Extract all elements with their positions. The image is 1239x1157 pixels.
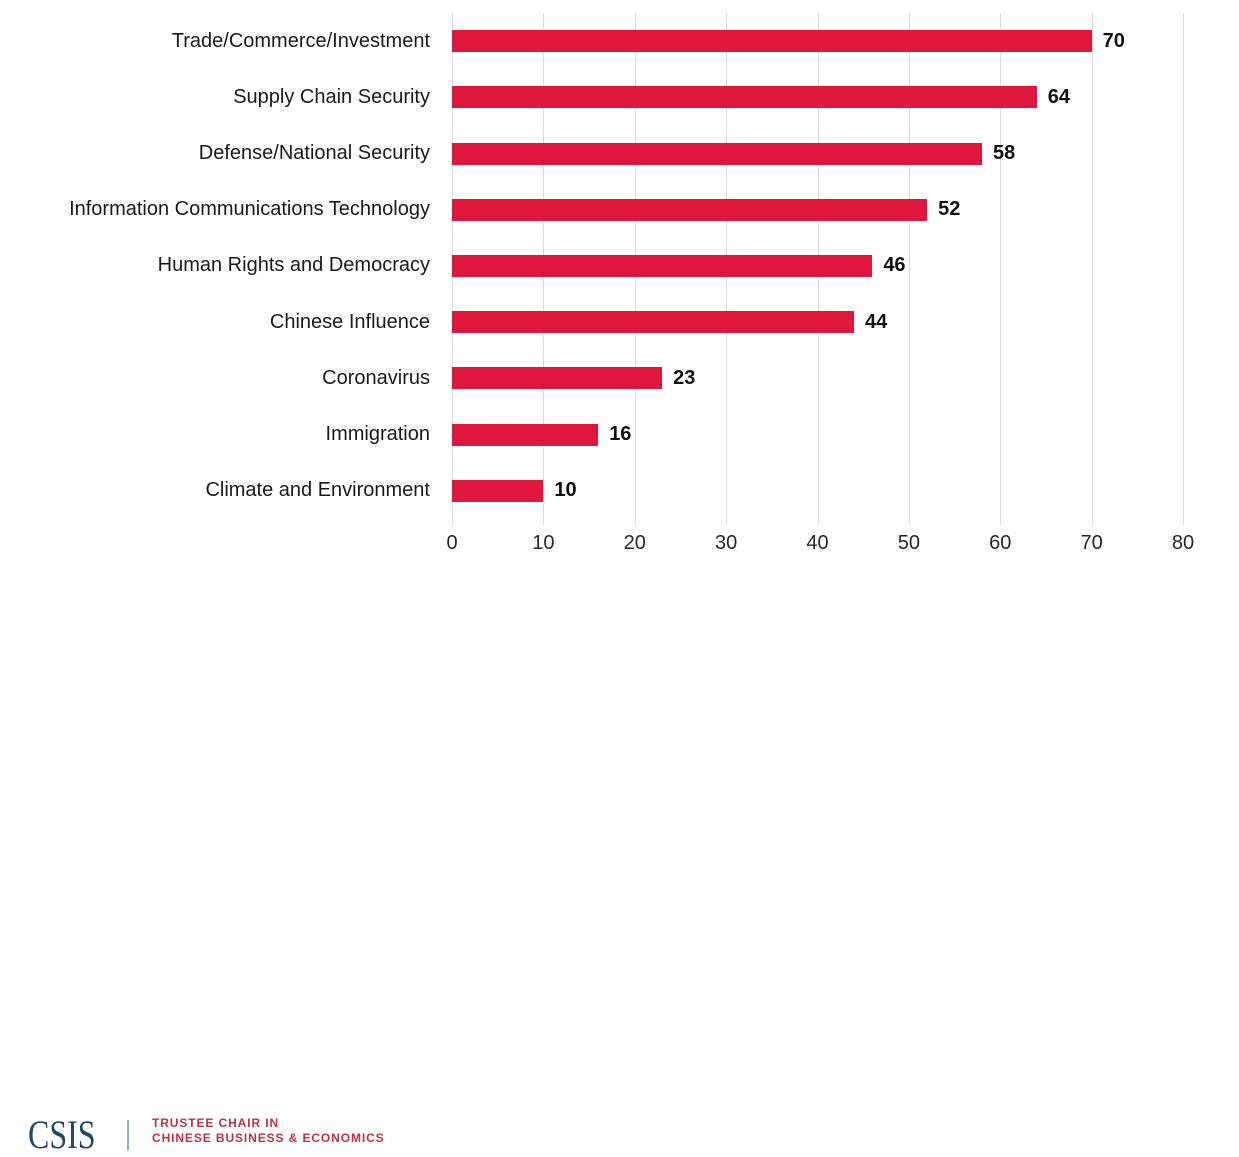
plot-area: 70 64 58 52 46 44 23 16 10: [452, 13, 1184, 525]
csis-logo: CSIS: [28, 1112, 96, 1157]
bar-row: 44: [452, 294, 1183, 350]
bar-value-label: 44: [865, 310, 888, 333]
category-label: Trade/Commerce/Investment: [171, 29, 430, 52]
bar-value-label: 46: [883, 254, 906, 277]
chart-canvas: Trade/Commerce/Investment Supply Chain Se…: [0, 13, 1195, 1155]
gridline: [1183, 13, 1184, 525]
category-label: Human Rights and Democracy: [157, 254, 430, 277]
category-label: Coronavirus: [322, 366, 430, 389]
footer-branding: CSIS TRUSTEE CHAIR IN CHINESE BUSINESS &…: [0, 553, 500, 1155]
bar-row: 10: [452, 463, 1183, 519]
bar: [452, 142, 982, 165]
gridline: [1000, 13, 1002, 525]
bar: [452, 423, 599, 446]
category-label: Immigration: [325, 423, 430, 446]
bar-row: 23: [452, 350, 1183, 406]
gridline: [908, 13, 910, 525]
category-label: Defense/National Security: [198, 142, 430, 165]
gridline: [1091, 13, 1093, 525]
category-axis: Trade/Commerce/Investment Supply Chain Se…: [0, 13, 440, 519]
x-tick-label: 80: [1171, 532, 1195, 554]
x-tick-label: 50: [897, 532, 920, 554]
program-title-line1: TRUSTEE CHAIR IN: [152, 1116, 280, 1130]
bar: [452, 254, 873, 277]
bar-rows: 70 64 58 52 46 44 23 16 10: [452, 13, 1183, 519]
category-label: Climate and Environment: [205, 479, 430, 502]
x-tick-label: 40: [806, 532, 829, 554]
bar-row: 70: [452, 13, 1183, 69]
x-tick-label: 70: [1080, 532, 1103, 554]
bar-row: 16: [452, 407, 1183, 463]
x-tick-label: 10: [532, 532, 555, 554]
bar-value-label: 23: [673, 366, 696, 389]
category-label: Supply Chain Security: [233, 85, 430, 108]
bar: [452, 311, 855, 334]
program-title-line2: CHINESE BUSINESS & ECONOMICS: [152, 1131, 385, 1145]
bar-value-label: 70: [1102, 29, 1125, 52]
footer-divider: [127, 1120, 129, 1150]
x-tick-label: 30: [715, 532, 738, 554]
program-title: TRUSTEE CHAIR IN CHINESE BUSINESS & ECON…: [152, 1116, 385, 1146]
bar-value-label: 64: [1047, 85, 1071, 108]
x-tick-label: 20: [623, 532, 646, 554]
bar-value-label: 16: [609, 423, 632, 446]
bar-row: 46: [452, 238, 1183, 294]
bar-row: 58: [452, 125, 1183, 181]
bar-value-label: 10: [554, 479, 577, 502]
bar: [452, 30, 1092, 53]
x-tick-label: 0: [446, 532, 458, 554]
bar-row: 52: [452, 182, 1183, 238]
bar: [452, 479, 544, 502]
x-tick-label: 60: [989, 532, 1012, 554]
category-label: Information Communications Technology: [69, 198, 430, 221]
bar: [452, 198, 928, 221]
bar-value-label: 52: [938, 198, 961, 221]
bar-row: 64: [452, 69, 1183, 125]
x-axis-tick-labels: 0 10 20 30 40 50 60 70 80: [446, 531, 1194, 555]
bar: [452, 86, 1037, 109]
bar-value-label: 58: [992, 142, 1016, 165]
bar: [452, 367, 663, 390]
category-label: Chinese Influence: [269, 310, 430, 333]
